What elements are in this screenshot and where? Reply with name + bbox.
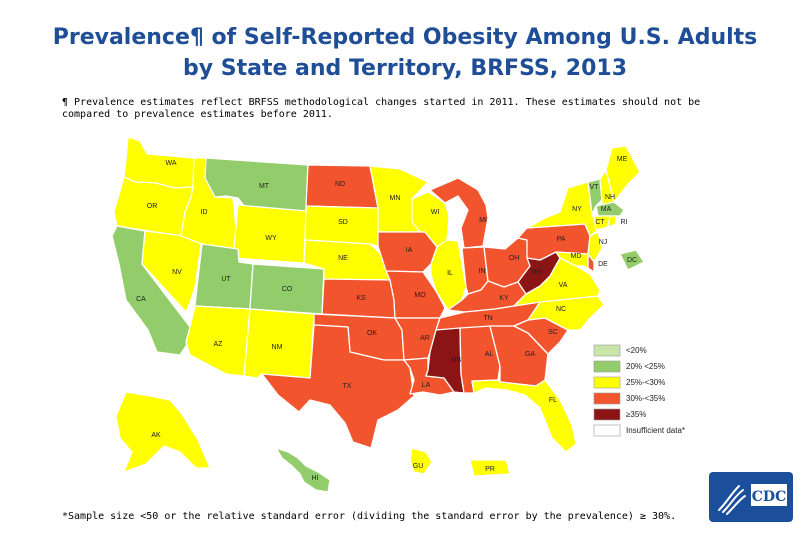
svg-text:ID: ID — [201, 209, 208, 216]
map-title: Prevalence¶ of Self-Reported Obesity Amo… — [0, 22, 810, 84]
svg-text:MN: MN — [390, 195, 401, 202]
svg-text:DE: DE — [598, 261, 608, 268]
legend-label-20-25: 20% <25% — [626, 362, 665, 371]
state-tx[interactable] — [261, 324, 415, 449]
svg-text:TN: TN — [483, 315, 492, 322]
state-ak[interactable] — [115, 391, 211, 473]
svg-text:KS: KS — [356, 295, 366, 302]
svg-text:IL: IL — [447, 270, 453, 277]
svg-text:GU: GU — [413, 463, 424, 470]
svg-text:WA: WA — [165, 160, 176, 167]
svg-text:FL: FL — [549, 397, 557, 404]
title-line-1: Prevalence¶ of Self-Reported Obesity Amo… — [52, 25, 758, 50]
svg-text:HI: HI — [312, 475, 319, 482]
svg-text:AZ: AZ — [214, 341, 224, 348]
territory-dc-inset[interactable] — [619, 249, 645, 271]
legend-swatch-insufficient — [593, 424, 621, 437]
svg-text:WV: WV — [531, 269, 543, 276]
svg-text:OK: OK — [367, 330, 377, 337]
state-ma[interactable] — [595, 201, 625, 217]
svg-text:PA: PA — [557, 236, 566, 243]
footnote-line-1: ¶ Prevalence estimates reflect BRFSS met… — [62, 97, 701, 108]
svg-text:DC: DC — [627, 257, 637, 264]
state-nj[interactable] — [587, 231, 603, 263]
svg-text:AR: AR — [420, 335, 430, 342]
svg-text:ND: ND — [335, 181, 345, 188]
svg-text:MD: MD — [571, 253, 582, 260]
cdc-logo-text: CDC — [752, 489, 786, 505]
svg-text:KY: KY — [499, 295, 509, 302]
svg-text:CT: CT — [595, 219, 605, 226]
svg-text:MO: MO — [414, 292, 426, 299]
state-labels: WA OR CA NV ID MT WY UT CO AZ NM ND SD N… — [136, 156, 637, 482]
cdc-text-box — [751, 484, 787, 506]
svg-text:NC: NC — [556, 306, 566, 313]
svg-text:NH: NH — [605, 194, 615, 201]
state-md[interactable] — [555, 251, 589, 269]
state-vt[interactable] — [587, 178, 603, 215]
svg-text:ME: ME — [617, 156, 628, 163]
svg-text:MA: MA — [601, 206, 612, 213]
svg-text:CA: CA — [136, 296, 146, 303]
territory-pr[interactable] — [469, 459, 511, 477]
state-fl[interactable] — [471, 379, 577, 453]
legend-swatch-lt20 — [593, 344, 621, 357]
svg-text:WI: WI — [431, 209, 440, 216]
svg-text:MI: MI — [479, 217, 487, 224]
legend-swatch-ge35 — [593, 408, 621, 421]
legend: <20% 20% <25% 25%-<30% 30%-<35% ≥35% Ins… — [593, 344, 685, 437]
svg-text:NE: NE — [338, 255, 348, 262]
hhs-eagle-icon — [718, 485, 746, 515]
state-ri[interactable] — [607, 215, 617, 228]
svg-text:OH: OH — [509, 255, 520, 262]
state-sd[interactable] — [304, 205, 379, 247]
svg-text:LA: LA — [422, 382, 431, 389]
svg-text:TX: TX — [343, 383, 352, 390]
legend-swatch-30-35 — [593, 392, 621, 405]
svg-text:IN: IN — [479, 268, 486, 275]
svg-text:SD: SD — [338, 219, 348, 226]
footnote-line-2: compared to prevalence estimates before … — [62, 109, 333, 120]
state-wa[interactable] — [123, 136, 195, 189]
legend-swatch-20-25 — [593, 360, 621, 373]
legend-label-30-35: 30%-<35% — [626, 394, 665, 403]
methodology-footnote: ¶ Prevalence estimates reflect BRFSS met… — [62, 97, 702, 121]
svg-text:MS: MS — [451, 357, 462, 364]
legend-label-25-30: 25%-<30% — [626, 378, 665, 387]
svg-text:AK: AK — [151, 432, 161, 439]
svg-text:UT: UT — [221, 276, 231, 283]
title-line-2: by State and Territory, BRFSS, 2013 — [182, 56, 628, 81]
svg-text:IA: IA — [406, 247, 413, 254]
state-wy[interactable] — [232, 204, 307, 264]
svg-text:NV: NV — [172, 269, 182, 276]
svg-text:PR: PR — [485, 466, 495, 473]
territory-gu[interactable] — [409, 447, 433, 475]
svg-text:OR: OR — [147, 203, 158, 210]
cdc-logo[interactable]: CDC — [709, 472, 793, 522]
legend-label-lt20: <20% — [626, 346, 647, 355]
svg-text:NM: NM — [272, 344, 283, 351]
legend-label-insufficient: Insufficient data* — [626, 426, 685, 435]
svg-text:VT: VT — [590, 184, 600, 191]
svg-text:WY: WY — [265, 235, 277, 242]
svg-text:NJ: NJ — [599, 239, 608, 246]
svg-text:CO: CO — [282, 286, 293, 293]
sample-size-note: *Sample size <50 or the relative standar… — [62, 511, 677, 522]
svg-text:NY: NY — [572, 206, 582, 213]
legend-label-ge35: ≥35% — [626, 410, 646, 419]
svg-text:VA: VA — [559, 282, 568, 289]
svg-text:SC: SC — [548, 329, 558, 336]
svg-text:GA: GA — [525, 351, 535, 358]
svg-text:AL: AL — [485, 351, 494, 358]
svg-text:RI: RI — [621, 219, 628, 226]
state-hi[interactable] — [275, 447, 331, 493]
legend-swatch-25-30 — [593, 376, 621, 389]
svg-text:MT: MT — [259, 183, 270, 190]
